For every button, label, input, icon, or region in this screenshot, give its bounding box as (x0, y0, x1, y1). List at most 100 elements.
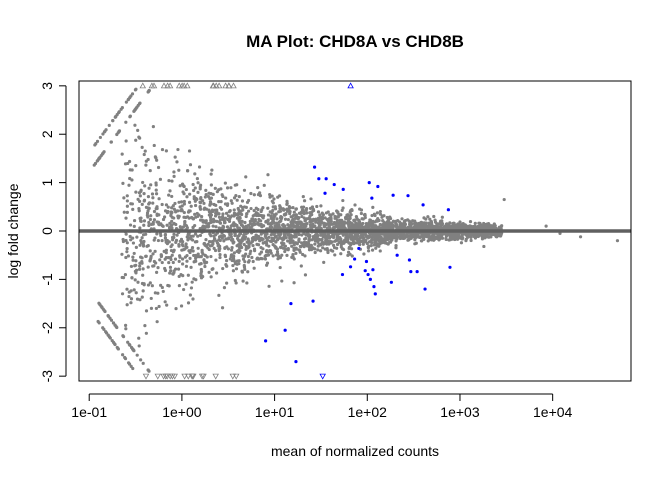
data-point (179, 200, 184, 204)
data-point (250, 255, 254, 260)
data-point (388, 221, 392, 225)
data-point (345, 214, 349, 218)
data-point (286, 247, 290, 251)
clipped-point-down (142, 373, 150, 380)
data-point (348, 210, 352, 214)
data-point (252, 223, 256, 227)
data-point (329, 219, 333, 223)
data-point (188, 293, 192, 297)
data-point (292, 281, 296, 285)
data-point (271, 254, 275, 258)
data-point (193, 186, 197, 190)
clipped-point-down (160, 373, 167, 380)
data-point (380, 214, 385, 218)
data-point (204, 238, 208, 242)
data-point (200, 215, 204, 219)
data-point (182, 210, 186, 215)
data-point (279, 245, 283, 249)
data-point (335, 209, 339, 213)
data-point (213, 237, 217, 241)
data-point (160, 147, 165, 152)
data-point (175, 233, 179, 237)
clipped-point-up (215, 82, 223, 89)
data-point (492, 225, 497, 229)
data-point (131, 255, 135, 259)
data-point (193, 212, 197, 216)
data-point (129, 264, 134, 269)
data-point (181, 225, 186, 229)
significant-point (317, 177, 321, 181)
data-point (188, 192, 192, 196)
data-point (277, 225, 281, 229)
data-point (615, 239, 620, 243)
data-point (241, 257, 246, 261)
data-point (278, 265, 282, 270)
data-point (232, 208, 236, 212)
data-point (197, 165, 202, 169)
y-tick-label: -3 (39, 370, 55, 383)
data-point (378, 249, 382, 253)
data-point (259, 209, 263, 214)
data-point (372, 243, 376, 247)
data-point (395, 237, 399, 241)
data-point (335, 246, 339, 250)
clipped-point-down (181, 373, 188, 380)
data-point (502, 197, 506, 202)
data-point (210, 168, 214, 172)
data-point (187, 232, 191, 236)
data-point (379, 235, 383, 239)
data-point (137, 209, 141, 213)
data-point (140, 202, 144, 206)
data-point (304, 218, 308, 222)
data-point (125, 287, 129, 291)
data-point (372, 236, 377, 240)
data-point (418, 235, 422, 239)
data-point (132, 251, 136, 256)
data-point (342, 220, 346, 224)
data-point (141, 273, 145, 277)
data-point (315, 204, 319, 209)
data-point (228, 232, 232, 237)
data-point (278, 205, 282, 209)
data-point (350, 234, 354, 238)
data-point (135, 235, 139, 239)
data-point (126, 340, 130, 344)
data-point (149, 296, 153, 301)
significant-point (341, 187, 345, 191)
data-point (194, 255, 198, 259)
data-point (111, 119, 115, 123)
data-point (156, 266, 160, 270)
data-point (313, 247, 317, 251)
data-point (155, 220, 159, 224)
data-point (152, 143, 156, 148)
significant-point (368, 277, 372, 281)
y-axis-label: log fold change (5, 183, 21, 278)
data-point (188, 256, 192, 260)
data-point (326, 248, 330, 253)
data-point (161, 217, 166, 222)
data-point (282, 208, 286, 212)
data-point (137, 336, 141, 340)
data-point (223, 253, 227, 257)
data-point (148, 281, 152, 285)
data-point (133, 278, 137, 282)
data-point (196, 246, 200, 250)
data-point (148, 249, 152, 253)
data-point (131, 236, 135, 240)
data-point (124, 323, 128, 327)
data-point (340, 240, 344, 244)
data-point (152, 264, 156, 268)
data-point (250, 236, 255, 240)
data-point (156, 238, 160, 243)
data-point (209, 275, 213, 279)
data-point (361, 242, 365, 246)
data-point (278, 236, 282, 240)
data-point (277, 210, 281, 214)
data-point (168, 271, 172, 275)
data-point (242, 188, 247, 192)
data-point (298, 244, 302, 248)
data-point (222, 239, 226, 243)
clipped-point-up (139, 82, 147, 89)
y-tick-label: 3 (39, 82, 55, 90)
data-point (233, 278, 237, 283)
